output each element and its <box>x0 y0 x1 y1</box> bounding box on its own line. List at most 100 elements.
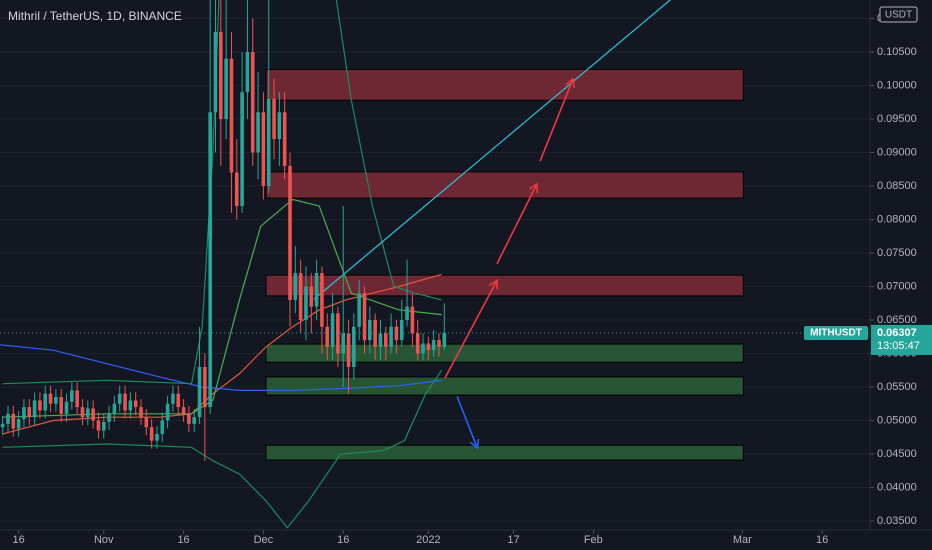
candle-body <box>32 400 37 418</box>
candle-body <box>266 98 271 187</box>
candle-body <box>213 31 218 113</box>
candle-body <box>277 112 282 140</box>
candle-body <box>357 293 361 327</box>
arrow <box>496 183 538 265</box>
candle-body <box>219 31 223 119</box>
zone <box>265 274 744 297</box>
candle-body <box>288 165 292 300</box>
y-tick-label: 0.09000 <box>877 146 917 158</box>
x-tick-label: 16 <box>337 534 349 546</box>
candle-body <box>70 390 74 402</box>
candle-body <box>234 172 239 207</box>
candle-body <box>383 333 388 347</box>
candle-body <box>442 332 447 347</box>
candle-body <box>368 320 372 341</box>
candle-body <box>91 408 95 421</box>
candle-body <box>272 98 276 140</box>
candle-body <box>341 333 346 354</box>
zone <box>265 68 744 101</box>
y-tick-label: 0.07000 <box>877 280 917 292</box>
candle-body <box>43 393 48 411</box>
arrow-head <box>489 279 498 290</box>
y-tick-label: 0.10500 <box>877 46 917 58</box>
candle-body <box>80 407 85 418</box>
candle-body <box>0 423 5 428</box>
y-tick-label: 0.10000 <box>877 79 917 91</box>
candle-body <box>27 407 32 418</box>
candle-body <box>336 313 340 354</box>
candle-body <box>399 320 404 341</box>
candle-body <box>245 51 250 93</box>
candle-body <box>64 401 69 414</box>
candle-body <box>96 420 101 431</box>
candle-body <box>54 397 58 404</box>
candle-body <box>139 407 143 418</box>
symbol-label-box <box>804 325 868 340</box>
candle-body <box>155 433 159 441</box>
candle-body <box>165 403 170 421</box>
candle-body <box>181 407 186 414</box>
chart-title: Mithril / TetherUS, 1D, BINANCE <box>8 9 182 23</box>
arrow <box>539 78 574 162</box>
y-tick-label: 0.06500 <box>877 314 917 326</box>
arrow-head <box>529 182 539 194</box>
candle-body <box>250 51 255 153</box>
candle-body <box>187 413 191 424</box>
candle-body <box>176 393 181 408</box>
price-label-box <box>871 324 932 355</box>
countdown-label: 13:05:47 <box>877 340 920 352</box>
candle-body <box>431 340 436 351</box>
candle-body <box>282 112 287 166</box>
zone <box>265 171 744 199</box>
x-tick-label: 16 <box>12 534 24 546</box>
candle-body <box>208 112 212 408</box>
candle-body <box>197 366 202 418</box>
candle-body <box>298 273 303 321</box>
candle-body <box>421 343 425 354</box>
arrow <box>456 396 479 449</box>
candle-body <box>128 400 133 411</box>
price-label: 0.06307 <box>877 327 917 339</box>
x-tick-label: Feb <box>584 534 603 546</box>
arrow-head <box>565 77 575 88</box>
candle-body <box>48 393 53 404</box>
y-tick-label: 0.09500 <box>877 113 917 125</box>
indicator-line <box>2 273 442 435</box>
indicator-line <box>0 344 442 391</box>
y-tick-label: 0.04500 <box>877 448 917 460</box>
arrow <box>444 280 498 379</box>
candle-body <box>171 393 175 404</box>
candle-body <box>192 417 197 424</box>
candle-body <box>362 293 367 341</box>
candle-body <box>117 393 122 404</box>
candle-body <box>346 333 351 367</box>
candle-body <box>123 393 127 411</box>
candle-body <box>389 326 393 347</box>
x-tick-label: 16 <box>816 534 828 546</box>
currency-label: USDT <box>885 10 912 21</box>
candle-body <box>107 413 111 422</box>
symbol-label: MITHUSDT <box>810 328 862 339</box>
candle-body <box>101 421 106 431</box>
y-tick-label: 0.08500 <box>877 180 917 192</box>
candle-body <box>437 340 441 347</box>
candle-body <box>112 403 117 414</box>
candle-body <box>378 333 383 347</box>
y-tick-label: 0.05500 <box>877 381 917 393</box>
arrow-head <box>469 438 480 450</box>
y-tick-label: 0.07500 <box>877 247 917 259</box>
candle-body <box>426 343 431 351</box>
candle-body <box>149 427 154 441</box>
candle-body <box>293 273 298 300</box>
x-tick-label: 2022 <box>416 534 440 546</box>
y-tick-label: 0.03500 <box>877 515 917 527</box>
plot-area <box>0 0 870 529</box>
candle-body <box>224 58 228 119</box>
candle-body <box>75 390 79 408</box>
x-tick-label: 17 <box>507 534 519 546</box>
y-tick-label: 0.04000 <box>877 481 917 493</box>
x-tick-label: Nov <box>94 534 114 546</box>
axes: 0.035000.040000.045000.050000.055000.060… <box>12 6 932 546</box>
candle-body <box>22 407 26 420</box>
x-tick-label: Dec <box>254 534 274 546</box>
